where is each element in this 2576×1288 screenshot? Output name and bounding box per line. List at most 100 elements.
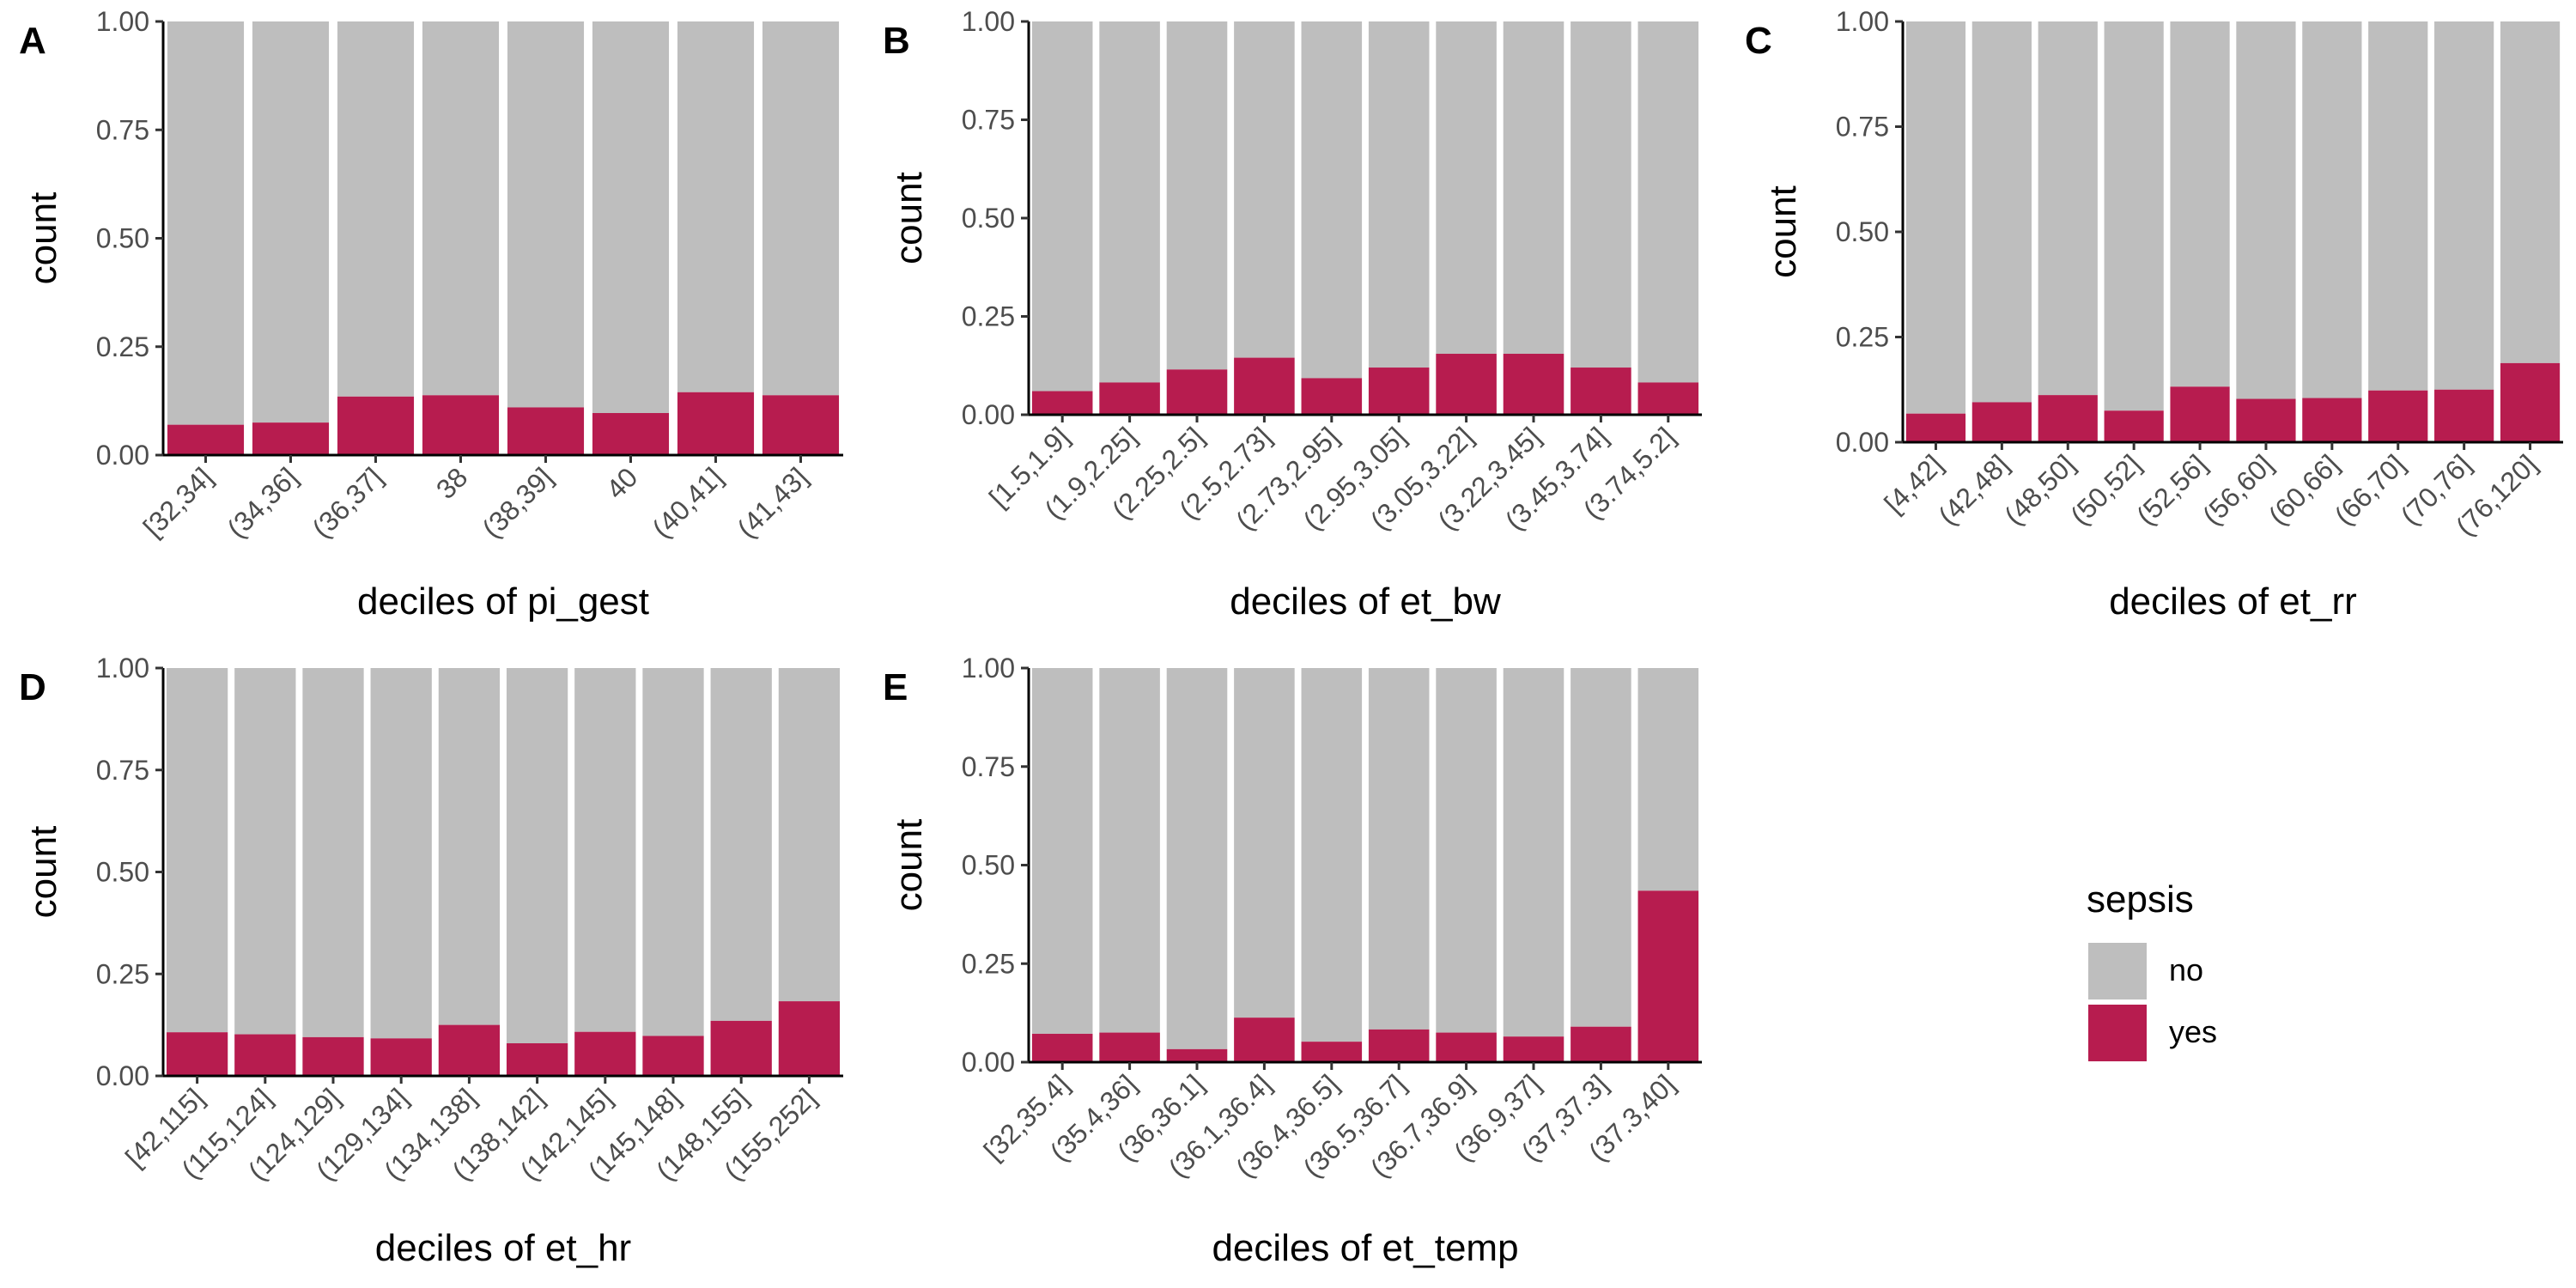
y-tick-label: 0.25 xyxy=(96,958,149,989)
y-tick-label: 0.00 xyxy=(962,1047,1015,1078)
bar-yes xyxy=(506,1043,568,1076)
bar-no xyxy=(1571,668,1631,1027)
bar-yes xyxy=(642,1036,704,1076)
bar-no xyxy=(2170,21,2230,387)
bar-no xyxy=(1503,668,1564,1037)
panel-e: E0.000.250.500.751.00[32,35.4](35.4,36](… xyxy=(883,653,1702,1269)
bar-no xyxy=(2500,21,2561,363)
bar-no xyxy=(1503,21,1564,355)
bar-no xyxy=(710,668,772,1021)
bar-yes xyxy=(1301,378,1363,415)
y-tick-label: 0.25 xyxy=(1836,322,1889,353)
x-tick-label: (50,52] xyxy=(2064,448,2147,531)
bar-yes xyxy=(167,424,245,455)
bar-yes xyxy=(2368,390,2428,442)
bar-yes xyxy=(677,392,755,455)
panel-letter: D xyxy=(19,666,46,708)
chart-panels: A 0.00 0.25 0.50 0.75 1.00 [32,34] (34,36] (36,3… xyxy=(19,6,2563,1269)
bar-yes xyxy=(2500,362,2561,442)
x-axis-title: deciles of et_temp xyxy=(1212,1227,1518,1269)
bar-yes xyxy=(2038,395,2098,442)
x-tick-label: (41,43] xyxy=(732,461,814,544)
panel-b: B0.000.250.500.751.00[1.5,1.9](1.9,2.25]… xyxy=(883,6,1702,623)
bar-yes xyxy=(1637,890,1699,1062)
bar-no xyxy=(1571,21,1631,368)
y-tick-label: 0.50 xyxy=(96,857,149,888)
bar-yes xyxy=(1368,1029,1430,1062)
y-tick-label: 0.75 xyxy=(962,105,1015,136)
bar-yes xyxy=(1571,1026,1631,1062)
panel-letter: A xyxy=(19,20,46,62)
bar-yes xyxy=(1031,391,1093,415)
legend-swatch-yes xyxy=(2088,1005,2147,1061)
x-tick-label: [32,34] xyxy=(137,461,219,543)
bar-yes xyxy=(574,1031,636,1076)
bar-yes xyxy=(1503,354,1564,415)
x-tick-label: 38 xyxy=(430,461,474,505)
bar-yes xyxy=(1166,369,1228,415)
x-tick-label: (34,36] xyxy=(222,461,304,544)
x-axis-title: deciles of et_bw xyxy=(1230,580,1501,623)
bar-no xyxy=(1166,21,1228,370)
bar-no xyxy=(592,21,670,414)
bar-no xyxy=(252,21,330,423)
y-tick-label: 0.50 xyxy=(962,203,1015,234)
bar-no xyxy=(2236,21,2296,399)
legend-title: sepsis xyxy=(2087,878,2194,920)
x-axis-title: deciles of pi_gest xyxy=(357,580,649,623)
bar-no xyxy=(574,668,636,1032)
y-axis-title: count xyxy=(888,819,930,912)
bar-no xyxy=(166,668,228,1033)
y-tick-label: 0.75 xyxy=(962,751,1015,782)
bar-yes xyxy=(2434,389,2494,442)
x-tick-label: (60,66] xyxy=(2263,448,2345,531)
bar-yes xyxy=(1166,1048,1228,1062)
bar-yes xyxy=(710,1020,772,1076)
y-tick-label: 0.75 xyxy=(1836,112,1889,143)
bar-yes xyxy=(337,396,415,455)
y-axis-title: count xyxy=(22,192,64,285)
legend: sepsis no yes xyxy=(2087,878,2217,1061)
x-tick-label: (38,39] xyxy=(477,461,559,544)
bar-yes xyxy=(1905,413,1966,442)
y-tick-label: 1.00 xyxy=(1836,6,1889,37)
bar-no xyxy=(1166,668,1228,1049)
bar-no xyxy=(2434,21,2494,390)
x-tick-label: (66,70] xyxy=(2329,448,2411,531)
x-tick-label: (56,60] xyxy=(2196,448,2279,531)
y-tick-label: 1.00 xyxy=(96,6,149,37)
bar-no xyxy=(1234,21,1295,358)
bar-yes xyxy=(1301,1042,1363,1062)
bar-no xyxy=(507,21,585,408)
bar-yes xyxy=(166,1032,228,1076)
y-tick-label: 0.50 xyxy=(962,850,1015,881)
bar-no xyxy=(642,668,704,1036)
bar-yes xyxy=(2170,386,2230,442)
bar-no xyxy=(1905,21,1966,414)
bar-no xyxy=(2038,21,2098,396)
bar-no xyxy=(234,668,296,1035)
bar-no xyxy=(1234,668,1295,1018)
panel-letter: C xyxy=(1745,20,1772,62)
x-axis-title: deciles of et_rr xyxy=(2109,580,2357,623)
panel-letter: B xyxy=(883,20,910,62)
bar-yes xyxy=(2104,410,2164,442)
y-tick-label: 0.25 xyxy=(962,948,1015,979)
y-tick-label: 0.75 xyxy=(96,755,149,786)
y-tick-label: 0.00 xyxy=(96,1060,149,1091)
bar-yes xyxy=(234,1034,296,1076)
x-tick-label: (40,41] xyxy=(647,461,729,544)
panel-a: A 0.00 0.25 0.50 0.75 1.00 [32,34] (34,36] (36,3… xyxy=(19,6,843,623)
bar-no xyxy=(1637,668,1699,891)
bar-no xyxy=(438,668,501,1025)
bar-no xyxy=(778,668,841,1002)
x-tick-label: (36,37] xyxy=(307,461,389,544)
bar-no xyxy=(2302,21,2362,398)
y-tick-label: 1.00 xyxy=(96,653,149,683)
bar-no xyxy=(1368,668,1430,1030)
x-tick-label: 40 xyxy=(600,461,644,505)
bar-no xyxy=(370,668,432,1039)
y-tick-label: 0.00 xyxy=(962,399,1015,430)
panel-c: C0.000.250.500.751.00[4,42](42,48](48,50… xyxy=(1745,6,2563,623)
